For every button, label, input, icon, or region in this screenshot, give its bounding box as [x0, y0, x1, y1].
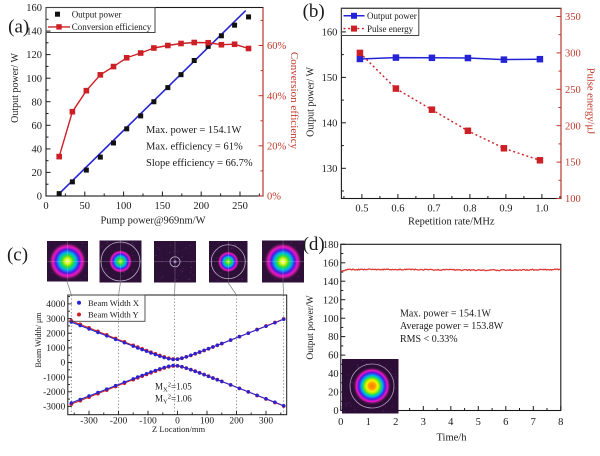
svg-text:-200: -200: [110, 417, 128, 427]
svg-text:RMS < 0.33%: RMS < 0.33%: [400, 334, 458, 345]
svg-text:0.9: 0.9: [499, 204, 512, 215]
svg-text:150: 150: [155, 201, 171, 212]
svg-text:200: 200: [229, 417, 244, 427]
svg-text:Repetition rate/MHz: Repetition rate/MHz: [408, 217, 495, 228]
svg-text:0.6: 0.6: [391, 204, 404, 215]
svg-text:100: 100: [323, 314, 339, 325]
svg-text:200: 200: [193, 201, 209, 212]
svg-text:Beam Width X: Beam Width X: [88, 298, 139, 308]
svg-text:0%: 0%: [267, 192, 281, 203]
svg-text:60: 60: [32, 121, 43, 132]
svg-text:1000: 1000: [46, 344, 65, 354]
svg-text:Conversion efficiency: Conversion efficiency: [288, 52, 300, 150]
svg-text:Max. power = 154.1W: Max. power = 154.1W: [146, 125, 242, 136]
svg-text:150: 150: [322, 73, 338, 84]
svg-text:Max. efficiency = 61%: Max. efficiency = 61%: [146, 142, 243, 153]
svg-text:100: 100: [26, 74, 42, 85]
svg-text:350: 350: [565, 12, 581, 23]
svg-text:(b): (b): [303, 1, 325, 22]
svg-text:300: 300: [259, 417, 274, 427]
svg-text:40%: 40%: [267, 91, 287, 102]
svg-text:160: 160: [26, 3, 42, 14]
svg-text:Output power/ W: Output power/ W: [10, 53, 21, 123]
svg-text:0.8: 0.8: [463, 204, 476, 215]
svg-text:0.7: 0.7: [427, 204, 440, 215]
svg-text:(a): (a): [8, 17, 29, 38]
svg-text:0: 0: [175, 417, 180, 427]
svg-text:140: 140: [26, 27, 42, 38]
svg-text:0: 0: [338, 417, 343, 428]
svg-text:20%: 20%: [267, 141, 287, 152]
svg-text:100: 100: [116, 201, 132, 212]
svg-text:1: 1: [366, 417, 371, 428]
svg-text:40: 40: [328, 369, 339, 380]
svg-text:(c): (c): [7, 245, 28, 266]
svg-text:200: 200: [565, 121, 581, 132]
svg-text:6: 6: [503, 417, 508, 428]
svg-text:0.5: 0.5: [355, 204, 368, 215]
svg-text:-1000: -1000: [43, 373, 65, 383]
svg-text:4: 4: [448, 417, 454, 428]
svg-text:Output power/ W: Output power/ W: [306, 67, 317, 137]
svg-text:140: 140: [323, 277, 339, 288]
svg-text:20: 20: [328, 388, 339, 399]
svg-text:Time/h: Time/h: [437, 433, 468, 444]
svg-text:1.0: 1.0: [535, 204, 548, 215]
svg-text:7: 7: [531, 417, 536, 428]
svg-text:50: 50: [80, 201, 91, 212]
svg-text:Z Location/mm: Z Location/mm: [152, 424, 206, 434]
svg-text:Slope efficiency = 66.7%: Slope efficiency = 66.7%: [146, 158, 253, 169]
svg-text:160: 160: [322, 28, 338, 39]
svg-text:2: 2: [393, 417, 398, 428]
svg-text:180: 180: [323, 240, 339, 251]
svg-text:-3000: -3000: [43, 403, 65, 413]
svg-text:Max. power = 154.1W: Max. power = 154.1W: [400, 309, 491, 320]
svg-text:-2000: -2000: [43, 388, 65, 398]
svg-text:Output power/W: Output power/W: [306, 295, 316, 359]
svg-text:Pulse energy: Pulse energy: [367, 24, 414, 34]
svg-text:3: 3: [421, 417, 426, 428]
svg-text:60: 60: [328, 351, 339, 362]
svg-text:-300: -300: [80, 417, 98, 427]
svg-text:5: 5: [476, 417, 481, 428]
svg-text:250: 250: [232, 201, 248, 212]
svg-text:Pulse energy/μJ: Pulse energy/μJ: [585, 68, 596, 134]
svg-text:-100: -100: [139, 417, 157, 427]
svg-text:Output power: Output power: [367, 11, 417, 21]
svg-text:4000: 4000: [46, 300, 65, 310]
svg-text:160: 160: [323, 258, 339, 269]
svg-text:Pump power@969nm/W: Pump power@969nm/W: [100, 216, 205, 227]
svg-text:0: 0: [37, 192, 42, 203]
svg-text:120: 120: [323, 295, 339, 306]
svg-text:140: 140: [322, 118, 338, 129]
svg-text:Beam Width/ μm: Beam Width/ μm: [34, 312, 43, 368]
svg-text:0: 0: [61, 359, 66, 369]
svg-text:250: 250: [565, 85, 581, 96]
svg-text:(d): (d): [303, 234, 325, 255]
svg-text:Beam Width Y: Beam Width Y: [88, 310, 139, 320]
svg-text:60%: 60%: [267, 41, 287, 52]
svg-text:130: 130: [322, 164, 338, 175]
svg-text:20: 20: [32, 168, 43, 179]
svg-text:0: 0: [333, 406, 338, 417]
svg-text:40: 40: [32, 144, 43, 155]
svg-text:Output power: Output power: [72, 10, 122, 20]
svg-text:Average power = 153.8W: Average power = 153.8W: [400, 321, 504, 332]
svg-text:0: 0: [43, 201, 48, 212]
svg-text:8: 8: [558, 417, 563, 428]
svg-text:80: 80: [328, 332, 339, 343]
svg-text:80: 80: [32, 97, 43, 108]
svg-text:3000: 3000: [46, 315, 65, 325]
svg-text:150: 150: [565, 158, 581, 169]
svg-text:300: 300: [565, 49, 581, 60]
svg-text:100: 100: [200, 417, 215, 427]
svg-text:120: 120: [26, 50, 42, 61]
svg-text:100: 100: [565, 194, 581, 205]
svg-text:Conversion efficiency: Conversion efficiency: [72, 22, 152, 32]
svg-text:2000: 2000: [46, 329, 65, 339]
